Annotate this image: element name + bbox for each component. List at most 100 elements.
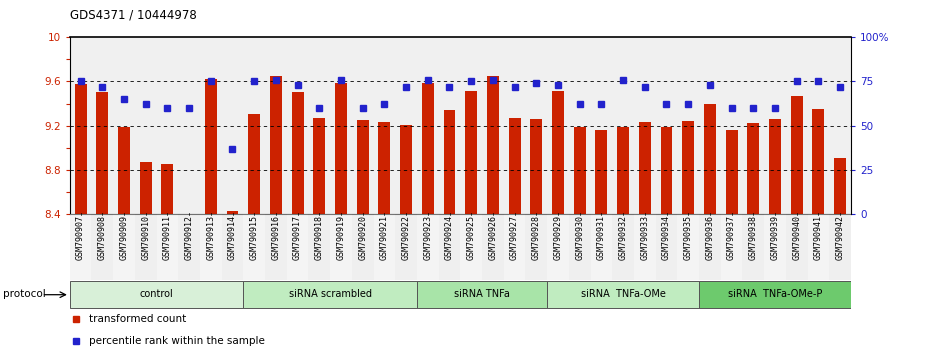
Bar [265, 214, 286, 280]
Text: GSM790908: GSM790908 [98, 216, 107, 261]
Bar [357, 120, 368, 214]
Bar [460, 214, 482, 280]
Bar [813, 109, 824, 214]
Text: GSM790934: GSM790934 [662, 216, 671, 261]
Bar [660, 127, 672, 214]
Text: GSM790935: GSM790935 [684, 216, 693, 261]
Bar [504, 214, 525, 280]
Text: GSM790909: GSM790909 [119, 216, 128, 261]
Text: GSM790921: GSM790921 [379, 216, 389, 261]
Bar [417, 214, 439, 280]
Text: GSM790924: GSM790924 [445, 216, 454, 261]
Bar [834, 158, 846, 214]
Bar [683, 121, 694, 214]
Bar [70, 281, 244, 308]
Bar [807, 214, 830, 280]
Bar [374, 214, 395, 280]
Bar [417, 281, 547, 308]
Bar [509, 118, 521, 214]
Bar [140, 162, 152, 214]
Text: GSM790916: GSM790916 [272, 216, 281, 261]
Text: GSM790938: GSM790938 [749, 216, 758, 261]
Bar [525, 214, 547, 280]
Bar [725, 130, 737, 214]
Text: GSM790922: GSM790922 [402, 216, 411, 261]
Bar [330, 214, 352, 280]
Text: GSM790930: GSM790930 [575, 216, 584, 261]
Text: GSM790931: GSM790931 [597, 216, 606, 261]
Bar [292, 92, 303, 214]
Text: siRNA scrambled: siRNA scrambled [288, 289, 372, 299]
Bar [179, 214, 200, 280]
Bar [97, 92, 108, 214]
Bar [547, 214, 569, 280]
Bar [156, 214, 179, 280]
Text: siRNA TNFa: siRNA TNFa [454, 289, 510, 299]
Bar [244, 214, 265, 280]
Text: GSM790939: GSM790939 [770, 216, 779, 261]
Bar [699, 214, 721, 280]
Text: GSM790918: GSM790918 [314, 216, 324, 261]
Bar [547, 281, 699, 308]
Bar [439, 214, 460, 280]
Bar [309, 214, 330, 280]
Text: GSM790933: GSM790933 [640, 216, 649, 261]
Bar [200, 214, 221, 280]
Bar [400, 125, 412, 214]
Text: GSM790907: GSM790907 [76, 216, 86, 261]
Text: GSM790920: GSM790920 [358, 216, 367, 261]
Text: GDS4371 / 10444978: GDS4371 / 10444978 [70, 9, 196, 22]
Text: GSM790928: GSM790928 [532, 216, 541, 261]
Bar [118, 127, 130, 214]
Text: control: control [140, 289, 173, 299]
Bar [639, 122, 651, 214]
Bar [335, 82, 347, 214]
Bar [748, 124, 759, 214]
Bar [482, 214, 504, 280]
Bar [313, 118, 326, 214]
Text: GSM790914: GSM790914 [228, 216, 237, 261]
Bar [552, 91, 564, 214]
Bar [395, 214, 417, 280]
Bar [742, 214, 764, 280]
Text: GSM790941: GSM790941 [814, 216, 823, 261]
Bar [248, 114, 260, 214]
Text: percentile rank within the sample: percentile rank within the sample [89, 336, 265, 346]
Bar [618, 127, 629, 214]
Bar [574, 127, 586, 214]
Text: siRNA  TNFa-OMe: siRNA TNFa-OMe [580, 289, 666, 299]
Text: GSM790910: GSM790910 [141, 216, 151, 261]
Bar [595, 130, 607, 214]
Bar [704, 103, 716, 214]
Bar [677, 214, 699, 280]
Bar [790, 96, 803, 214]
Text: GSM790915: GSM790915 [249, 216, 259, 261]
Text: GSM790929: GSM790929 [553, 216, 563, 261]
Bar [379, 122, 391, 214]
Text: siRNA  TNFa-OMe-P: siRNA TNFa-OMe-P [728, 289, 822, 299]
Bar [422, 82, 433, 214]
Bar [721, 214, 742, 280]
Bar [91, 214, 113, 280]
Bar [764, 214, 786, 280]
Bar [591, 214, 612, 280]
Bar [135, 214, 156, 280]
Bar [70, 214, 91, 280]
Bar [699, 281, 851, 308]
Text: GSM790925: GSM790925 [467, 216, 476, 261]
Bar [769, 119, 781, 214]
Bar [205, 79, 217, 214]
Bar [530, 119, 542, 214]
Text: GSM790919: GSM790919 [337, 216, 346, 261]
Bar [830, 214, 851, 280]
Bar [352, 214, 374, 280]
Bar [221, 214, 244, 280]
Text: GSM790912: GSM790912 [184, 216, 193, 261]
Text: GSM790926: GSM790926 [488, 216, 498, 261]
Text: GSM790932: GSM790932 [618, 216, 628, 261]
Bar [465, 91, 477, 214]
Bar [162, 164, 173, 214]
Text: GSM790936: GSM790936 [705, 216, 714, 261]
Text: GSM790927: GSM790927 [510, 216, 519, 261]
Text: GSM790917: GSM790917 [293, 216, 302, 261]
